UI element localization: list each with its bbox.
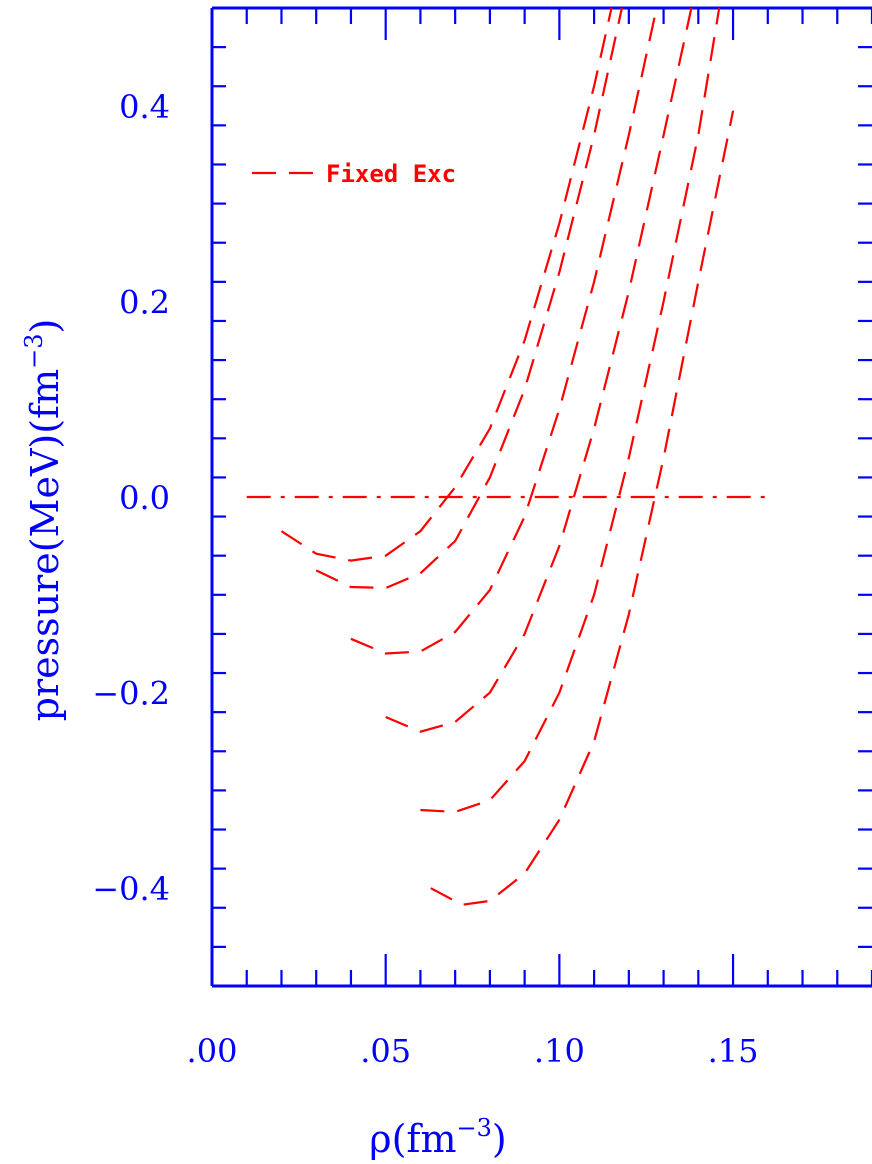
series-layer bbox=[246, 7, 768, 906]
y-tick-label: 0.0 bbox=[119, 479, 170, 517]
legend-label: Fixed Exc bbox=[326, 160, 456, 188]
axis-ticks bbox=[210, 6, 872, 988]
y-axis-title: pressure(MeV)(fm−3) bbox=[20, 319, 67, 722]
y-tick-label: 0.2 bbox=[119, 283, 170, 321]
series-line-1 bbox=[280, 7, 613, 562]
x-tick-label: .10 bbox=[534, 1032, 585, 1070]
x-axis-title: ρ(fm−3) bbox=[369, 1114, 506, 1161]
series-line-4 bbox=[385, 7, 693, 733]
series-line-3 bbox=[350, 7, 658, 655]
x-tick-label: .00 bbox=[187, 1032, 238, 1070]
x-tick-label: .05 bbox=[360, 1032, 411, 1070]
legend: Fixed Exc bbox=[252, 160, 456, 188]
y-tick-label: 0.4 bbox=[119, 88, 170, 126]
series-line-2 bbox=[315, 7, 623, 590]
plot-frame bbox=[210, 6, 872, 988]
x-tick-label: .15 bbox=[708, 1032, 759, 1070]
series-line-5 bbox=[420, 7, 721, 814]
tick-labels: .00 .05 .10 .15 −0.4 −0.2 0.0 0.2 0.4 bbox=[92, 88, 758, 1070]
y-tick-label: −0.4 bbox=[92, 870, 170, 908]
y-tick-label: −0.2 bbox=[92, 675, 170, 713]
series-line-6 bbox=[430, 110, 735, 906]
